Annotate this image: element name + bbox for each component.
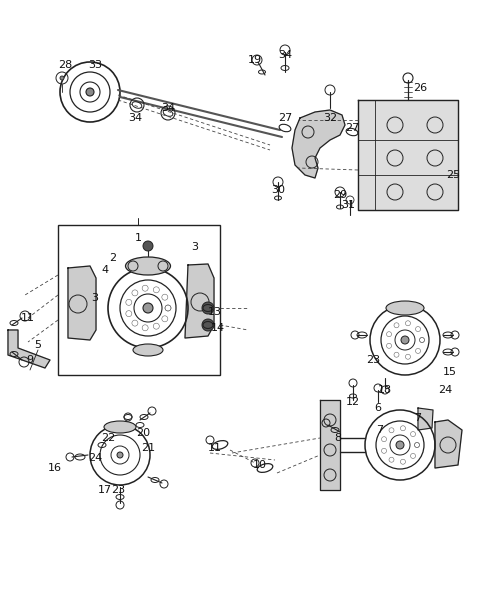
Circle shape bbox=[143, 241, 153, 251]
Text: 9: 9 bbox=[26, 355, 34, 365]
Text: 2: 2 bbox=[109, 253, 117, 263]
Text: 11: 11 bbox=[21, 313, 35, 323]
Ellipse shape bbox=[133, 344, 163, 356]
Ellipse shape bbox=[104, 421, 136, 433]
Text: 34: 34 bbox=[278, 50, 292, 60]
Text: 25: 25 bbox=[446, 170, 460, 180]
Polygon shape bbox=[435, 420, 462, 468]
Text: 30: 30 bbox=[271, 185, 285, 195]
Text: 10: 10 bbox=[253, 460, 267, 470]
Text: 13: 13 bbox=[208, 307, 222, 317]
Text: 1: 1 bbox=[134, 233, 142, 243]
Text: 5: 5 bbox=[35, 340, 41, 350]
Text: 3: 3 bbox=[192, 242, 199, 252]
Circle shape bbox=[60, 76, 64, 80]
Polygon shape bbox=[8, 330, 50, 368]
Text: 16: 16 bbox=[48, 463, 62, 473]
Text: 4: 4 bbox=[101, 265, 108, 275]
Text: 31: 31 bbox=[341, 200, 355, 210]
Circle shape bbox=[401, 336, 409, 344]
Text: 15: 15 bbox=[443, 367, 457, 377]
Text: 20: 20 bbox=[136, 428, 150, 438]
Text: 14: 14 bbox=[211, 323, 225, 333]
Text: 33: 33 bbox=[88, 60, 102, 70]
Text: 23: 23 bbox=[366, 355, 380, 365]
Text: 12: 12 bbox=[346, 397, 360, 407]
Polygon shape bbox=[292, 110, 345, 178]
Text: 24: 24 bbox=[438, 385, 452, 395]
Ellipse shape bbox=[386, 301, 424, 315]
Text: 24: 24 bbox=[88, 453, 102, 463]
Text: 6: 6 bbox=[374, 403, 382, 413]
Text: 26: 26 bbox=[413, 83, 427, 93]
Text: 19: 19 bbox=[248, 55, 262, 65]
Polygon shape bbox=[68, 266, 96, 340]
Text: 7: 7 bbox=[376, 425, 384, 435]
Bar bbox=[58, 225, 220, 375]
Polygon shape bbox=[320, 400, 340, 490]
Text: 11: 11 bbox=[208, 443, 222, 453]
Text: 34: 34 bbox=[128, 113, 142, 123]
Text: 27: 27 bbox=[345, 123, 359, 133]
Text: 23: 23 bbox=[111, 485, 125, 495]
Text: 32: 32 bbox=[323, 113, 337, 123]
Text: 7: 7 bbox=[414, 413, 421, 423]
Text: 29: 29 bbox=[333, 190, 347, 200]
Polygon shape bbox=[185, 264, 214, 338]
Text: 21: 21 bbox=[141, 443, 155, 453]
Text: 27: 27 bbox=[278, 113, 292, 123]
Ellipse shape bbox=[125, 257, 170, 275]
Polygon shape bbox=[418, 408, 433, 430]
Text: 17: 17 bbox=[98, 485, 112, 495]
Circle shape bbox=[117, 452, 123, 458]
Circle shape bbox=[86, 88, 94, 96]
Text: 8: 8 bbox=[335, 433, 342, 443]
Text: 34: 34 bbox=[161, 103, 175, 113]
Text: 18: 18 bbox=[378, 385, 392, 395]
Text: 28: 28 bbox=[58, 60, 72, 70]
Circle shape bbox=[202, 319, 214, 331]
Polygon shape bbox=[358, 100, 458, 210]
Circle shape bbox=[202, 302, 214, 314]
Circle shape bbox=[396, 441, 404, 449]
Circle shape bbox=[143, 303, 153, 313]
Text: 3: 3 bbox=[92, 293, 98, 303]
Text: 22: 22 bbox=[101, 433, 115, 443]
